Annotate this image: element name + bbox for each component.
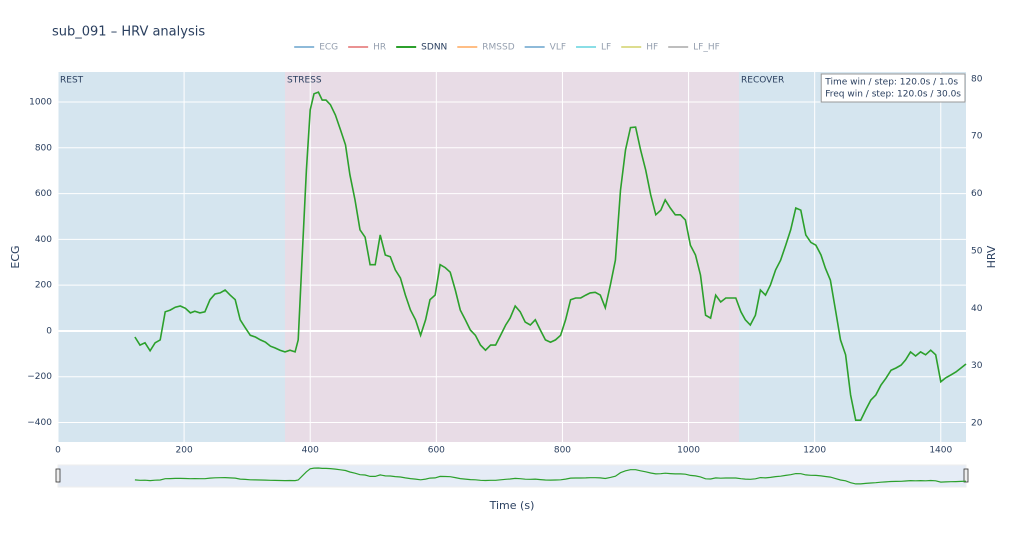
y-tick-label: 200	[35, 281, 52, 291]
y-tick-label: 1000	[29, 97, 52, 107]
y2-tick-label: 60	[971, 189, 983, 199]
y-tick-label: −200	[27, 372, 52, 382]
legend: ECG HR SDNN RMSSD VLF LF HF LF_HF	[294, 43, 720, 53]
y-tick-label: 0	[46, 326, 52, 336]
series-line	[134, 91, 967, 421]
y2-tick-label: 70	[971, 132, 983, 142]
legend-label: SDNN	[421, 43, 447, 53]
y-tick-label: −400	[27, 418, 52, 428]
range-slider-handle	[963, 468, 969, 483]
y-axis-title: ECG	[9, 245, 22, 268]
annotation: Time win / step: 120.0s / 1.0s Freq win /…	[820, 73, 966, 103]
x-tick-label: 800	[554, 446, 571, 456]
y2-tick-label: 30	[971, 361, 983, 371]
legend-item[interactable]: HR	[348, 43, 386, 53]
legend-label: LF_HF	[693, 43, 720, 53]
legend-label: HR	[373, 43, 386, 53]
legend-item[interactable]: LF_HF	[668, 43, 720, 53]
region	[58, 72, 285, 442]
range-slider-handle	[55, 468, 61, 483]
legend-item[interactable]: HF	[621, 43, 658, 53]
legend-label: VLF	[550, 43, 566, 53]
x-tick-label: 600	[428, 446, 445, 456]
y-tick-label: 600	[35, 189, 52, 199]
region	[739, 72, 966, 442]
legend-label: LF	[601, 43, 611, 53]
region-label: STRESS	[287, 76, 322, 86]
legend-item[interactable]: ECG	[294, 43, 338, 53]
region-label: RECOVER	[741, 76, 784, 86]
region	[285, 72, 739, 442]
annotation-box	[820, 73, 966, 103]
legend-item[interactable]: SDNN	[396, 43, 447, 53]
legend-label: ECG	[319, 43, 338, 53]
y2-axis-title: HRV	[985, 245, 998, 268]
legend-item[interactable]: RMSSD	[457, 43, 515, 53]
annotation-text: Freq win / step: 120.0s / 30.0s	[825, 90, 961, 100]
range-slider-line	[134, 467, 967, 485]
range-slider	[57, 464, 967, 488]
x-tick-label: 1400	[929, 446, 952, 456]
legend-label: RMSSD	[482, 43, 514, 53]
y-tick-label: 800	[35, 143, 52, 153]
x-tick-label: 200	[176, 446, 193, 456]
y2-tick-label: 20	[971, 419, 983, 429]
region-label: REST	[60, 76, 84, 86]
x-tick-label: 400	[302, 446, 319, 456]
x-tick-label: 1200	[803, 446, 826, 456]
x-tick-label: 1000	[677, 446, 700, 456]
y2-tick-label: 50	[971, 246, 983, 256]
chart-title: sub_091 – HRV analysis	[52, 25, 205, 40]
x-tick-label: 0	[55, 446, 61, 456]
legend-item[interactable]: VLF	[524, 43, 566, 53]
x-axis-title: Time (s)	[489, 499, 535, 512]
y2-tick-label: 40	[971, 304, 983, 314]
legend-item[interactable]: LF	[576, 43, 611, 53]
legend-label: HF	[646, 43, 658, 53]
y-tick-label: 400	[35, 235, 52, 245]
y2-tick-label: 80	[971, 74, 983, 84]
annotation-text: Time win / step: 120.0s / 1.0s	[824, 78, 958, 88]
